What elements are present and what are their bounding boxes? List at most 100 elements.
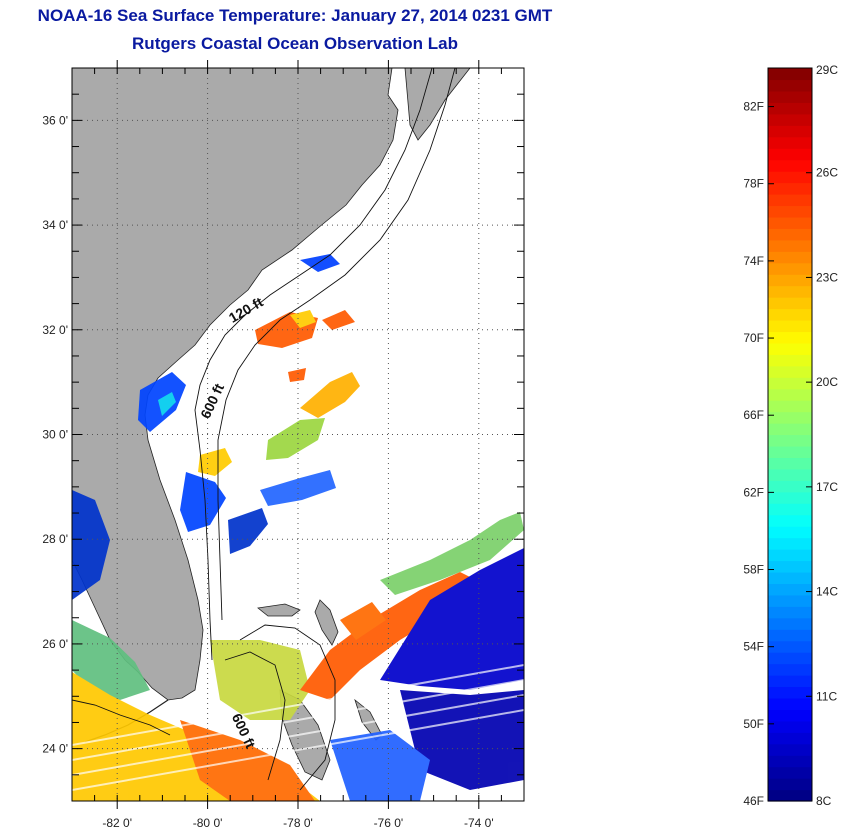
fahrenheit-label: 54F <box>743 640 764 654</box>
celsius-label: 20C <box>816 375 838 389</box>
colorbar-band <box>768 125 812 138</box>
longitude-label: -78 0' <box>283 816 313 830</box>
colorbar-band <box>768 216 812 229</box>
colorbar-band <box>768 526 812 539</box>
longitude-labels: -82 0' -80 0' -78 0' -76 0' -74 0' <box>102 816 493 830</box>
celsius-label: 8C <box>816 794 832 808</box>
colorbar-band <box>768 732 812 745</box>
colorbar-band <box>768 468 812 481</box>
colorbar-band <box>768 755 812 768</box>
colorbar-band <box>768 789 812 802</box>
fahrenheit-label: 78F <box>743 177 764 191</box>
colorbar-band <box>768 297 812 310</box>
celsius-label: 29C <box>816 63 838 77</box>
abaco-island <box>314 599 339 646</box>
colorbar-band <box>768 640 812 653</box>
colorbar-band <box>768 205 812 218</box>
colorbar-band <box>768 491 812 504</box>
map-tick-marks <box>72 60 524 809</box>
colorbar-band <box>768 583 812 596</box>
colorbar-band <box>768 663 812 676</box>
latitude-label: 32 0' <box>42 323 68 337</box>
colorbar-band <box>768 308 812 321</box>
colorbar-band <box>768 571 812 584</box>
colorbar-band <box>768 617 812 630</box>
fahrenheit-label: 66F <box>743 408 764 422</box>
colorbar-band <box>768 365 812 378</box>
celsius-label: 17C <box>816 480 838 494</box>
bathymetry-contours <box>72 68 456 791</box>
longitude-label: -76 0' <box>374 816 404 830</box>
latitude-label: 30 0' <box>42 428 68 442</box>
latitude-label: 24 0' <box>42 742 68 756</box>
lat-lon-grid <box>72 68 524 801</box>
colorbar-band <box>768 251 812 264</box>
map-subtitle: Rutgers Coastal Ocean Observation Lab <box>132 34 458 53</box>
latitude-label: 26 0' <box>42 637 68 651</box>
longitude-label: -74 0' <box>464 816 494 830</box>
colorbar-band <box>768 709 812 722</box>
colorbar-band <box>768 652 812 665</box>
colorbar-band <box>768 480 812 493</box>
colorbar-band <box>768 400 812 413</box>
colorbar-band <box>768 228 812 241</box>
celsius-label: 14C <box>816 585 838 599</box>
colorbar-band <box>768 285 812 298</box>
grand-bahama-island <box>257 603 301 617</box>
colorbar-band <box>768 377 812 390</box>
colorbar-band <box>768 113 812 126</box>
colorbar-band <box>768 503 812 516</box>
longitude-label: -80 0' <box>193 816 223 830</box>
colorbar-band <box>768 148 812 161</box>
colorbar-band <box>768 342 812 355</box>
colorbar-band <box>768 594 812 607</box>
colorbar-band <box>768 136 812 149</box>
fahrenheit-label: 74F <box>743 254 764 268</box>
colorbar-band <box>768 79 812 92</box>
colorbar-band <box>768 102 812 115</box>
colorbar-band <box>768 457 812 470</box>
colorbar-band <box>768 675 812 688</box>
colorbar-band <box>768 445 812 459</box>
latitude-label: 34 0' <box>42 218 68 232</box>
colorbar-band <box>768 90 812 103</box>
colorbar-band <box>768 434 812 447</box>
swath-stripes <box>72 664 524 791</box>
colorbar-bands <box>768 68 812 802</box>
colorbar-band <box>768 411 812 424</box>
colorbar-band <box>768 274 812 287</box>
celsius-label: 26C <box>816 166 838 180</box>
fahrenheit-label: 70F <box>743 331 764 345</box>
celsius-scale: 8C 11C 14C 17C 20C 23C 26C 29C <box>806 63 838 808</box>
colorbar-band <box>768 171 812 184</box>
colorbar-band <box>768 537 812 550</box>
colorbar-band <box>768 606 812 619</box>
fahrenheit-scale: 46F 50F 54F 58F 62F 66F 70F 74F 78F 82F <box>743 100 774 808</box>
fahrenheit-label: 50F <box>743 717 764 731</box>
colorbar-band <box>768 354 812 367</box>
map-title: NOAA-16 Sea Surface Temperature: January… <box>37 6 553 25</box>
fahrenheit-label: 46F <box>743 794 764 808</box>
longitude-label: -82 0' <box>102 816 132 830</box>
colorbar-band <box>768 388 812 401</box>
fahrenheit-label: 58F <box>743 563 764 577</box>
colorbar-band <box>768 629 812 642</box>
colorbar-band <box>768 766 812 779</box>
colorbar-band <box>768 193 812 207</box>
colorbar-band <box>768 514 812 527</box>
colorbar-band <box>768 560 812 573</box>
fahrenheit-label: 82F <box>743 100 764 114</box>
colorbar-band <box>768 697 812 710</box>
colorbar-band <box>768 182 812 195</box>
colorbar-band <box>768 319 812 333</box>
colorbar-band <box>768 239 812 252</box>
colorbar-band <box>768 423 812 436</box>
colorbar-band <box>768 720 812 733</box>
colorbar-band <box>768 331 812 344</box>
colorbar-band <box>768 159 812 172</box>
fahrenheit-label: 62F <box>743 485 764 499</box>
celsius-label: 23C <box>816 270 838 284</box>
colorbar-band <box>768 743 812 756</box>
